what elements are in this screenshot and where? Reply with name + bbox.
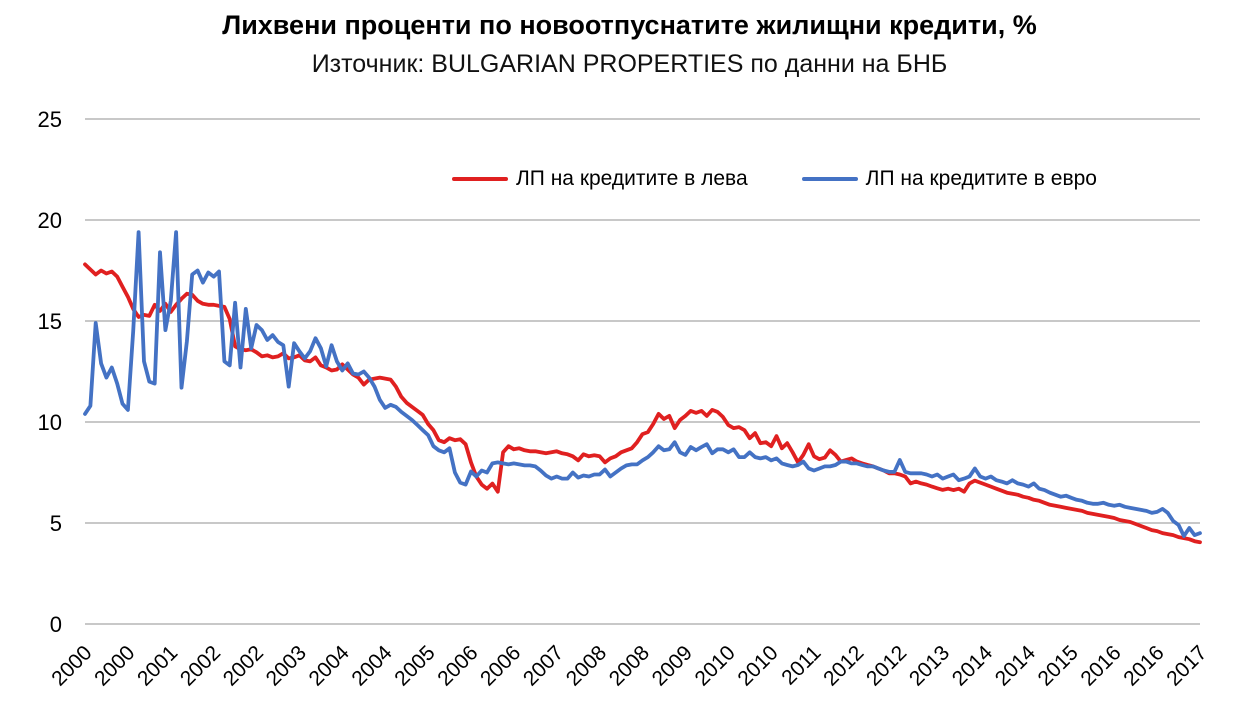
y-axis-tick-label: 0	[50, 612, 62, 637]
legend-label-eur: ЛП на кредитите в евро	[865, 167, 1097, 190]
y-axis-tick-label: 15	[38, 309, 62, 334]
x-axis-tick-label: 2000	[47, 641, 96, 690]
x-axis-tick-label: 2006	[433, 641, 482, 690]
legend-line-swatch-red	[452, 177, 508, 181]
y-axis-tick-label: 20	[38, 208, 62, 233]
legend: ЛП на кредитите в лева ЛП на кредитите в…	[452, 167, 1097, 191]
chart-title: Лихвени проценти по новоотпуснатите жили…	[222, 10, 1037, 40]
x-axis-tick-label: 2001	[133, 641, 182, 690]
x-axis-tick-label: 2002	[176, 641, 225, 690]
legend-item-eur: ЛП на кредитите в евро	[801, 167, 1097, 191]
x-axis-tick-label: 2012	[819, 641, 868, 690]
x-axis-tick-label: 2017	[1162, 641, 1211, 690]
x-axis-tick-label: 2014	[991, 641, 1041, 691]
chart-subtitle: Източник: BULGARIAN PROPERTIES по данни …	[311, 50, 948, 78]
x-axis-tick-label: 2013	[905, 641, 954, 690]
x-axis-tick-label: 2000	[90, 641, 139, 690]
x-axis-tick-label: 2011	[777, 641, 825, 689]
legend-label-bgn: ЛП на кредитите в лева	[516, 167, 748, 190]
legend-item-bgn: ЛП на кредитите в лева	[452, 167, 748, 191]
x-axis-tick-label: 2007	[519, 641, 568, 690]
x-axis-tick-label: 2003	[262, 641, 311, 690]
x-axis-tick-label: 2010	[733, 641, 782, 690]
legend-line-swatch-blue	[801, 177, 858, 181]
x-axis-tick-label: 2015	[1034, 641, 1083, 690]
x-axis-tick-label: 2014	[948, 641, 998, 691]
x-axis-tick-label: 2012	[862, 641, 911, 690]
y-axis-tick-label: 10	[38, 410, 62, 435]
x-axis-tick-label: 2009	[648, 641, 697, 690]
x-axis-tick-label: 2010	[691, 641, 740, 690]
x-axis-tick-label: 2004	[347, 641, 397, 691]
x-axis-tick-label: 2016	[1119, 641, 1168, 690]
x-axis-tick-label: 2004	[305, 641, 355, 691]
y-axis-tick-label: 5	[50, 511, 62, 536]
x-axis-tick-label: 2008	[605, 641, 654, 690]
x-axis-tick-label: 2016	[1076, 641, 1125, 690]
series-line-eur	[83, 230, 1202, 538]
x-axis-tick-label: 2005	[390, 641, 439, 690]
y-axis-tick-label: 25	[38, 107, 62, 132]
series-line-bgn	[83, 262, 1202, 545]
x-axis-tick-label: 2008	[562, 641, 611, 690]
x-axis-tick-label: 2006	[476, 641, 525, 690]
x-axis-tick-label: 2002	[219, 641, 268, 690]
